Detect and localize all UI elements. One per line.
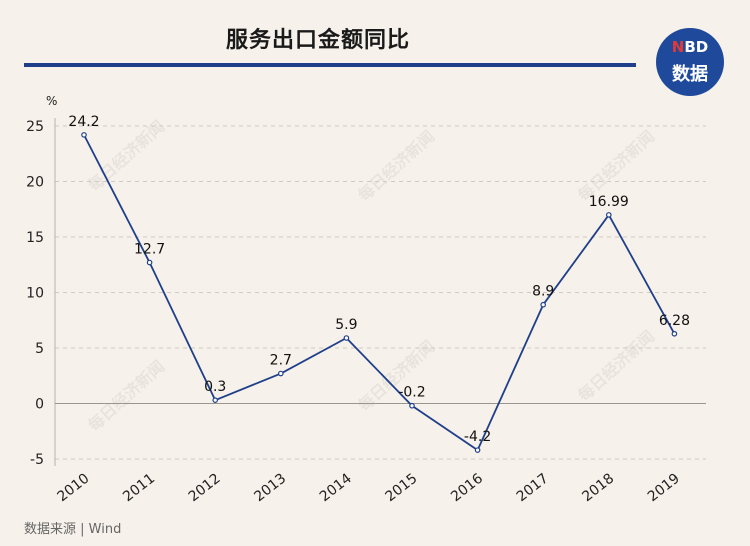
- data-label: 12.7: [134, 242, 165, 258]
- data-label: 8.9: [532, 284, 554, 300]
- y-tick-label: 5: [35, 341, 44, 357]
- watermark-text: 每日经济新闻: [574, 327, 658, 405]
- logo-text: 数据: [672, 64, 708, 85]
- data-label: 0.3: [204, 379, 226, 395]
- source-note: 数据来源 | Wind: [24, 522, 122, 537]
- data-point: [474, 447, 481, 453]
- data-label: -4.2: [464, 429, 491, 445]
- chart-title: 服务出口金额同比: [225, 28, 410, 53]
- data-point: [409, 402, 415, 409]
- data-label: 2.7: [270, 353, 292, 369]
- y-tick-label: 15: [26, 230, 44, 246]
- data-point: [277, 370, 284, 377]
- x-tick-label: 2018: [579, 471, 617, 506]
- y-axis-unit: %: [46, 94, 57, 108]
- series-path: [83, 134, 676, 452]
- title-underline: [24, 63, 636, 67]
- series-line: [81, 132, 678, 453]
- y-tick-label: -5: [30, 452, 44, 468]
- x-tick-label: 2012: [186, 471, 224, 506]
- x-tick-label: 2016: [448, 470, 486, 505]
- x-axis: 2010 2011 2012 2013 2014 2015 2016 2017 2018 2019: [55, 403, 706, 506]
- y-tick-label: 25: [26, 119, 44, 135]
- x-tick-label: 2015: [383, 471, 421, 506]
- x-tick-label: 2011: [120, 471, 158, 506]
- data-label: -0.2: [398, 385, 425, 401]
- x-tick-label: 2017: [514, 471, 552, 506]
- data-label: 24.2: [68, 114, 99, 130]
- x-tick-label: 2013: [251, 471, 289, 506]
- y-axis: -5 0 5 10 15 20 25%: [26, 94, 57, 468]
- watermark-text: 每日经济新闻: [354, 127, 438, 205]
- data-point: [540, 301, 547, 308]
- data-label: 6.28: [659, 313, 690, 329]
- data-labels: 24.2 12.7 0.3 2.7 5.9 -0.2 -4.2 8.9 16.99 6.28: [68, 114, 690, 445]
- y-tick-label: 0: [35, 397, 44, 413]
- data-label: 5.9: [335, 317, 357, 333]
- y-tick-label: 20: [26, 175, 44, 191]
- y-tick-label: 10: [26, 286, 44, 302]
- data-point: [146, 259, 153, 266]
- data-point: [671, 330, 678, 337]
- watermark-text: 每日经济新闻: [84, 357, 168, 435]
- data-label: 16.99: [589, 194, 629, 210]
- data-point: [605, 212, 612, 218]
- x-tick-label: 2019: [645, 471, 683, 506]
- data-point: [212, 397, 219, 403]
- x-tick-label: 2010: [55, 471, 93, 506]
- data-point: [343, 335, 350, 341]
- data-point: [81, 132, 87, 138]
- nbd-logo: NBD 数据: [656, 28, 724, 96]
- logo-mark: NBD: [671, 38, 709, 56]
- x-tick-label: 2014: [317, 470, 355, 505]
